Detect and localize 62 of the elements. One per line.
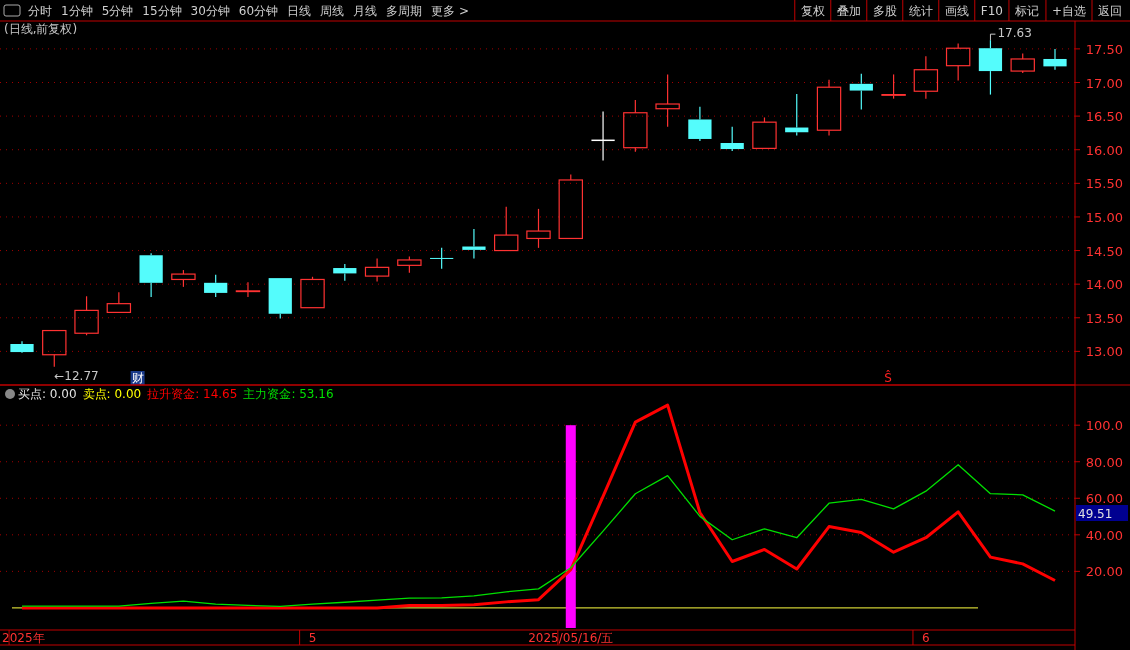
text: 60分钟: [238, 4, 279, 18]
annotation: 卖点: 0.00: [82, 387, 142, 401]
x-tick-label: 2025年: [2, 631, 45, 645]
text: 1分钟: [61, 4, 93, 18]
y-tick-label: 15.00: [1085, 209, 1123, 225]
text: 分时: [28, 4, 52, 18]
text: 49.51: [1078, 507, 1113, 521]
candlestick: [462, 228, 486, 260]
y-tick-label: 15.50: [1085, 176, 1123, 192]
y-tick-label: 40.00: [1085, 527, 1123, 543]
line-series: [20, 403, 1057, 610]
x-tick-label: 5: [308, 631, 317, 645]
y-tick-label: 16.00: [1085, 142, 1123, 158]
candlestick: [1043, 48, 1067, 71]
text: 30分钟: [190, 4, 230, 18]
text: 画线: [944, 4, 969, 18]
x-tick-label: 2025/05/16/五: [528, 631, 614, 645]
annotation: Ŝ: [884, 370, 892, 385]
y-tick-label: 80.00: [1085, 454, 1123, 470]
text: F10: [980, 4, 1003, 18]
annotation: 买点: 0.00: [18, 387, 77, 401]
annotation: ←12.77: [54, 368, 99, 383]
text: 多股: [872, 4, 897, 18]
text: 更多 >: [431, 4, 469, 18]
text: 拉升资金: 14.65: [147, 387, 238, 401]
text: 主力资金: 53.16: [243, 387, 334, 401]
text: 叠加: [836, 4, 861, 18]
text: 多周期: [386, 4, 423, 18]
text: 返回: [1098, 4, 1122, 18]
candlestick: [235, 281, 261, 298]
x-tick-label: 6: [922, 631, 930, 645]
text: 5分钟: [101, 4, 134, 18]
y-tick-label: 14.50: [1085, 243, 1123, 259]
candlestick: [688, 106, 712, 142]
candlestick: [913, 55, 939, 100]
y-tick-label: 60.00: [1085, 491, 1123, 507]
line-series: [21, 464, 1056, 608]
y-tick-label: 17.50: [1085, 41, 1123, 57]
text: 标记: [1013, 4, 1039, 18]
y-tick-label: 100.0: [1085, 418, 1123, 434]
y-tick-label: 13.00: [1085, 344, 1123, 360]
text: 统计: [908, 4, 933, 18]
candlestick: [590, 110, 616, 162]
text: +自选: [1051, 4, 1086, 18]
text: 月线: [353, 4, 378, 18]
y-tick-label: 20.00: [1085, 564, 1123, 580]
annotation: 17.63: [997, 26, 1032, 41]
annotation: 财: [131, 371, 144, 385]
text: 周线: [320, 4, 345, 18]
chart-title: (日线,前复权): [4, 22, 78, 36]
y-tick-label: 14.00: [1085, 277, 1123, 293]
y-tick-label: 16.50: [1085, 109, 1123, 125]
text: 日线: [287, 4, 312, 18]
y-tick-label: 13.50: [1085, 310, 1123, 326]
candlestick: [364, 258, 390, 283]
candlestick: [816, 79, 842, 137]
candlestick: [655, 73, 680, 128]
y-tick-label: 17.00: [1085, 75, 1123, 91]
candlestick: [139, 252, 163, 298]
text: 15分钟: [142, 4, 182, 18]
candlestick: [10, 340, 34, 353]
text: 复权: [800, 4, 825, 18]
